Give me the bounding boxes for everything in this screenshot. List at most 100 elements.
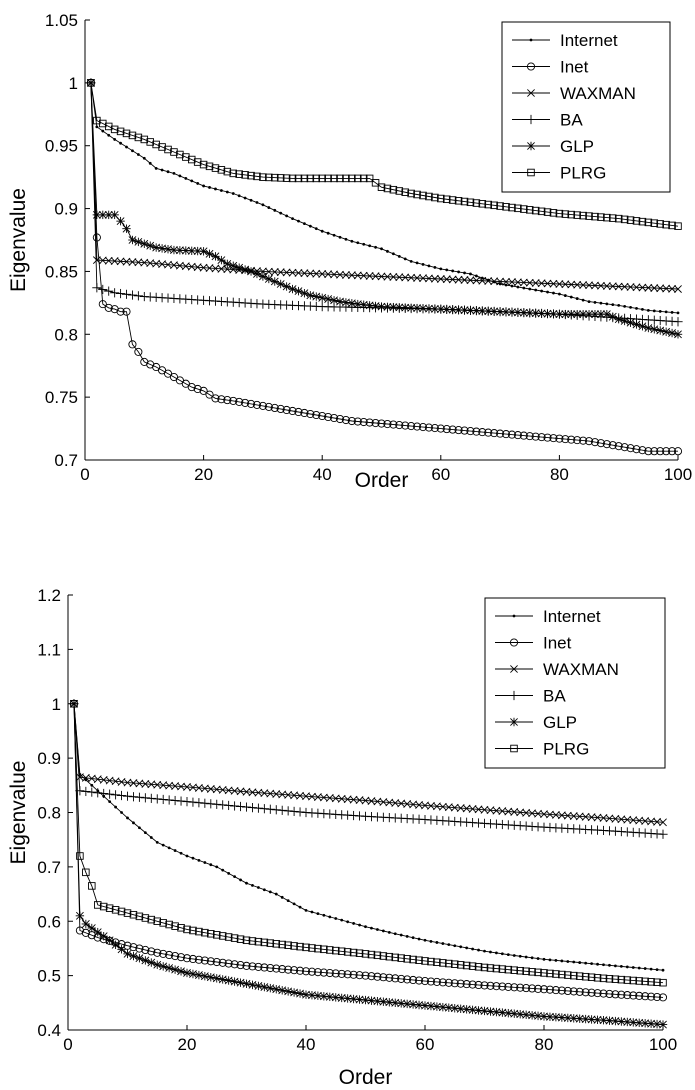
point-plrg bbox=[575, 972, 584, 980]
point-glp bbox=[116, 216, 125, 226]
point-inet bbox=[284, 965, 293, 974]
point-internet bbox=[483, 949, 486, 953]
point-internet bbox=[625, 965, 629, 969]
point-plrg bbox=[508, 203, 516, 212]
point-ba bbox=[673, 317, 683, 327]
point-inet bbox=[122, 307, 131, 316]
y-tick-label: 0.75 bbox=[45, 388, 78, 407]
point-glp bbox=[489, 307, 499, 316]
point-plrg bbox=[635, 977, 643, 985]
point-ba bbox=[218, 800, 228, 810]
point-inet bbox=[629, 991, 638, 1000]
point-inet bbox=[331, 969, 340, 978]
point-ba bbox=[224, 800, 234, 811]
point-inet bbox=[264, 402, 273, 411]
legend-marker-inet bbox=[526, 62, 536, 71]
point-internet bbox=[161, 843, 165, 847]
point-plrg bbox=[320, 945, 328, 954]
point-waxman bbox=[347, 271, 356, 280]
point-inet bbox=[466, 427, 475, 436]
point-internet bbox=[370, 926, 373, 930]
point-plrg bbox=[278, 940, 286, 949]
point-plrg bbox=[359, 174, 368, 183]
legend-label: GLP bbox=[560, 137, 594, 156]
point-internet bbox=[658, 310, 662, 313]
point-waxman bbox=[608, 282, 617, 291]
point-glp bbox=[164, 963, 174, 973]
point-glp bbox=[656, 326, 665, 335]
point-internet bbox=[95, 125, 99, 129]
point-inet bbox=[424, 423, 433, 432]
point-plrg bbox=[391, 953, 400, 962]
point-inet bbox=[341, 415, 350, 425]
point-ba bbox=[152, 794, 162, 804]
x-tick-label: 20 bbox=[178, 1035, 197, 1054]
point-waxman bbox=[579, 281, 588, 289]
point-ba bbox=[93, 788, 103, 798]
point-ba bbox=[81, 786, 91, 797]
point-plrg bbox=[644, 218, 653, 227]
point-inet bbox=[252, 400, 262, 409]
point-inet bbox=[641, 992, 650, 1001]
point-plrg bbox=[296, 942, 304, 951]
point-internet bbox=[231, 192, 235, 195]
point-internet bbox=[441, 942, 445, 945]
point-ba bbox=[111, 790, 121, 800]
point-waxman bbox=[436, 275, 445, 283]
point-internet bbox=[155, 841, 159, 844]
point-glp bbox=[200, 971, 210, 981]
point-waxman bbox=[611, 814, 620, 823]
point-waxman bbox=[474, 805, 483, 814]
point-waxman bbox=[379, 798, 388, 806]
point-waxman bbox=[668, 284, 676, 293]
point-inet bbox=[211, 394, 220, 403]
point-internet bbox=[661, 968, 665, 972]
point-plrg bbox=[540, 969, 548, 977]
point-plrg bbox=[558, 970, 566, 979]
point-inet bbox=[623, 991, 632, 1000]
point-plrg bbox=[528, 968, 536, 976]
point-plrg bbox=[88, 882, 96, 890]
point-ba bbox=[235, 801, 246, 812]
x-tick-label: 20 bbox=[194, 465, 213, 484]
point-plrg bbox=[650, 219, 659, 227]
legend-entry-ba: BA bbox=[495, 687, 566, 706]
point-waxman bbox=[432, 802, 441, 811]
point-internet bbox=[298, 905, 302, 909]
point-glp bbox=[661, 327, 671, 336]
point-plrg bbox=[312, 174, 321, 183]
point-ba bbox=[128, 792, 139, 802]
point-waxman bbox=[230, 786, 239, 795]
point-glp bbox=[242, 979, 251, 988]
point-waxman bbox=[561, 280, 570, 289]
point-waxman bbox=[522, 808, 531, 817]
point-internet bbox=[154, 166, 158, 170]
point-plrg bbox=[158, 143, 166, 151]
point-glp bbox=[650, 325, 659, 334]
point-waxman bbox=[183, 783, 191, 791]
y-tick-label: 0.9 bbox=[54, 200, 78, 219]
point-waxman bbox=[248, 788, 257, 797]
point-waxman bbox=[135, 779, 144, 788]
point-waxman bbox=[336, 270, 344, 279]
point-waxman bbox=[662, 284, 671, 293]
point-internet bbox=[286, 899, 290, 902]
point-plrg bbox=[555, 209, 564, 218]
point-inet bbox=[258, 401, 267, 410]
point-plrg bbox=[342, 174, 350, 183]
point-ba bbox=[98, 284, 108, 295]
point-internet bbox=[340, 918, 344, 922]
point-plrg bbox=[407, 189, 415, 198]
point-waxman bbox=[478, 276, 487, 285]
series-line-plrg bbox=[73, 703, 664, 984]
point-glp bbox=[211, 252, 220, 261]
point-waxman bbox=[165, 781, 174, 790]
point-plrg bbox=[170, 148, 178, 156]
point-plrg bbox=[573, 211, 581, 219]
point-waxman bbox=[294, 269, 303, 277]
point-ba bbox=[277, 805, 287, 815]
point-plrg bbox=[626, 216, 635, 224]
point-internet bbox=[415, 261, 419, 265]
point-inet bbox=[472, 427, 481, 436]
point-inet bbox=[129, 943, 138, 952]
